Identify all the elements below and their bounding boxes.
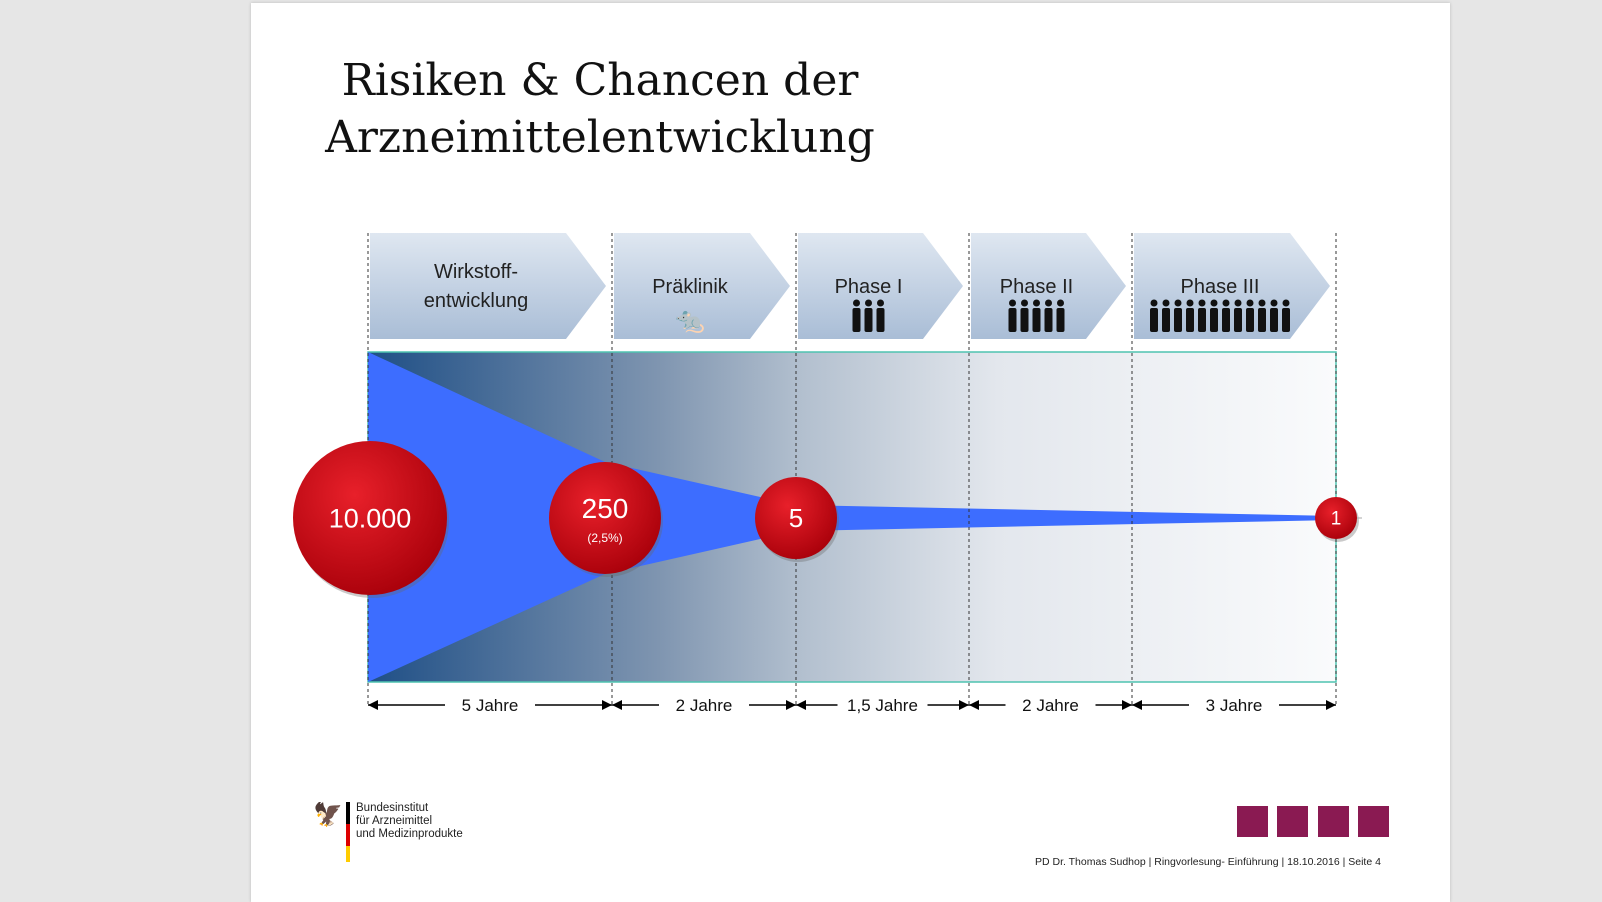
count-circle: 1 (1315, 497, 1359, 542)
duration-label: 2 Jahre (676, 696, 733, 715)
duration-arrow: 5 Jahre (368, 696, 612, 715)
count-value: 250 (582, 493, 629, 524)
count-value: 1 (1331, 509, 1342, 530)
pill-icon (1237, 806, 1268, 837)
duration-label: 5 Jahre (462, 696, 519, 715)
eagle-logo-icon: 🦅 (313, 799, 353, 868)
duration-label: 1,5 Jahre (847, 696, 918, 715)
poppy-icon (1318, 806, 1349, 837)
duration-label: 3 Jahre (1206, 696, 1263, 715)
phase-label: Phase II (1000, 276, 1073, 298)
microscope-icon (1358, 806, 1389, 837)
duration-arrow: 1,5 Jahre (796, 696, 969, 715)
phase-label: Präklinik (652, 276, 729, 298)
footer-text: PD Dr. Thomas Sudhop | Ringvorlesung- Ei… (1035, 856, 1381, 868)
count-circle: 10.000 (293, 441, 449, 598)
duration-arrow: 3 Jahre (1132, 696, 1336, 715)
duration-arrow: 2 Jahre (612, 696, 796, 715)
phase-chevron: Phase III (1134, 233, 1330, 339)
phase-chevron: Wirkstoff-entwicklung (370, 233, 606, 339)
logo-text: Bundesinstitut für Arzneimittel und Medi… (356, 802, 463, 840)
phase-label: Phase III (1181, 276, 1260, 298)
people-icon (1150, 299, 1290, 332)
count-value: 5 (789, 503, 803, 533)
duration-label: 2 Jahre (1022, 696, 1079, 715)
phase-label: Phase I (835, 276, 903, 298)
count-value: 10.000 (329, 503, 412, 533)
people-icon (1008, 299, 1065, 332)
count-percent: (2,5%) (587, 531, 622, 545)
slide-title: Risiken & Chancen der Arzneimittelentwic… (325, 55, 875, 163)
people-icon (852, 299, 885, 332)
count-circle: 5 (755, 477, 839, 562)
rat-icon: 🐀 (675, 307, 705, 334)
phase-chevron: Präklinik 🐀 (614, 233, 790, 339)
funnel-shape (368, 352, 1336, 682)
phase-chevron: Phase II (971, 233, 1126, 339)
svg-text:🦅: 🦅 (313, 802, 343, 828)
duration-arrow: 2 Jahre (969, 696, 1132, 715)
syringe-icon (1277, 806, 1308, 837)
phase-label: Wirkstoff- (434, 261, 518, 283)
phase-label: entwicklung (424, 290, 529, 312)
count-circle: 250 (2,5%) (549, 462, 663, 577)
phase-chevron: Phase I (798, 233, 963, 339)
